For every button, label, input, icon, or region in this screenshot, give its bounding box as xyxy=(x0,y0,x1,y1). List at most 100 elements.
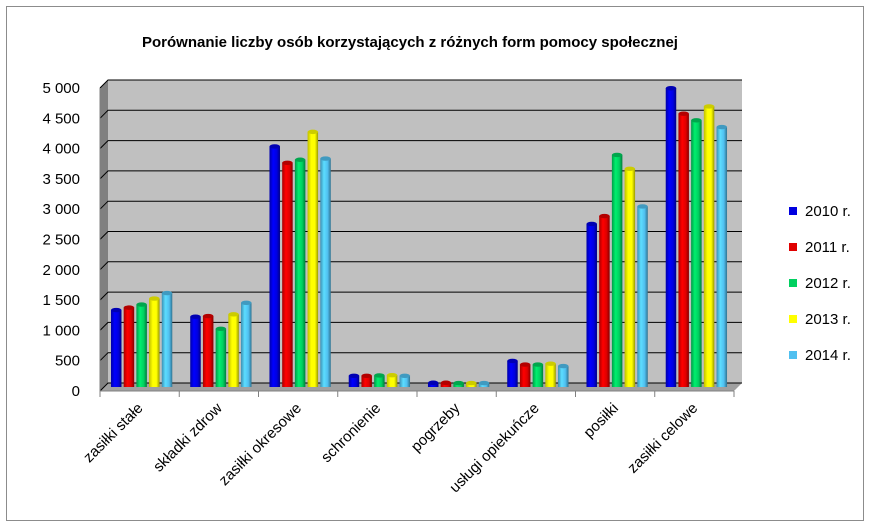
bar xyxy=(374,375,385,387)
y-tick-label: 1 500 xyxy=(42,292,80,309)
bar xyxy=(532,364,544,387)
bar-top xyxy=(532,362,544,367)
plot-floor xyxy=(100,383,742,391)
bar-top xyxy=(466,380,477,386)
bar-top xyxy=(136,302,147,307)
gridline xyxy=(99,352,742,362)
bar-top xyxy=(282,160,293,165)
bar-top xyxy=(599,213,610,219)
bar xyxy=(611,154,623,387)
legend-item-2010: 2010 r. xyxy=(789,193,851,229)
bar-top xyxy=(453,380,464,386)
x-tick-label: schronienie xyxy=(318,400,384,466)
bar xyxy=(282,162,293,387)
bar xyxy=(386,375,398,387)
bar-top xyxy=(361,373,372,378)
legend-item-2012: 2012 r. xyxy=(789,265,851,301)
bar-top xyxy=(202,313,214,319)
bar-top xyxy=(386,372,398,378)
x-tick-label: składki zdrow xyxy=(150,400,226,476)
legend-label-2014: 2014 r. xyxy=(805,346,851,364)
x-tick-label: posiłki xyxy=(580,400,621,441)
bar xyxy=(519,364,531,387)
legend-label-2011: 2011 r. xyxy=(805,238,850,256)
y-tick-label: 2 000 xyxy=(42,262,80,279)
legend-swatch-2010 xyxy=(789,207,797,215)
legend-item-2011: 2011 r. xyxy=(789,229,851,265)
gridline xyxy=(99,200,742,210)
bar xyxy=(190,316,201,387)
bar-top xyxy=(586,221,597,227)
bar-top xyxy=(545,361,556,366)
legend: 2010 r. 2011 r. 2012 r. 2013 r. 2014 r. xyxy=(789,193,851,373)
bar xyxy=(691,120,702,388)
gridline xyxy=(99,382,742,392)
legend-item-2013: 2013 r. xyxy=(789,301,851,337)
y-tick-label: 4 000 xyxy=(42,141,80,158)
bar xyxy=(202,316,214,387)
bar-top xyxy=(678,111,689,116)
y-tick-label: 1 000 xyxy=(42,322,80,339)
y-tick-label: 3 500 xyxy=(42,171,80,188)
bar xyxy=(361,375,372,387)
bar xyxy=(307,131,319,387)
legend-item-2014: 2014 r. xyxy=(789,337,851,373)
bar-top xyxy=(161,290,173,296)
bar-top xyxy=(110,307,122,313)
bar-top xyxy=(703,104,715,109)
bar-top xyxy=(665,86,677,91)
bar xyxy=(123,307,135,387)
legend-label-2010: 2010 r. xyxy=(805,202,851,220)
bar-top xyxy=(215,326,227,332)
bar-top xyxy=(478,380,490,386)
bar xyxy=(665,88,677,387)
bar-top xyxy=(507,358,518,364)
bar-top xyxy=(519,362,531,367)
y-tick-label: 2 500 xyxy=(42,232,80,249)
bar xyxy=(599,216,610,387)
y-tick-label: 500 xyxy=(55,353,80,370)
gridline xyxy=(99,291,742,301)
bar xyxy=(507,360,518,387)
bar-top xyxy=(716,124,728,130)
y-tick-label: 4 500 xyxy=(42,110,80,127)
bar-top xyxy=(241,300,252,305)
legend-label-2013: 2013 r. xyxy=(805,310,851,328)
bar xyxy=(320,158,331,387)
bar xyxy=(558,366,569,387)
bar xyxy=(399,375,411,387)
gridline xyxy=(99,79,742,89)
bar xyxy=(545,363,556,387)
bar-top xyxy=(558,363,569,369)
chart-title: Porównanie liczby osób korzystających z … xyxy=(142,34,678,51)
x-tick-label: zasiłki celowe xyxy=(624,400,701,477)
bar-top xyxy=(228,312,239,317)
bar-top xyxy=(320,156,331,161)
bar xyxy=(294,159,306,387)
legend-label-2012: 2012 r. xyxy=(805,274,851,292)
bar xyxy=(637,206,648,387)
bar xyxy=(161,293,173,387)
bar-top xyxy=(440,380,452,385)
bar-top xyxy=(123,305,135,310)
y-tick-label: 3 000 xyxy=(42,201,80,218)
bar-top xyxy=(399,373,411,378)
bar-top xyxy=(269,144,280,149)
bar xyxy=(586,223,597,387)
bar-top xyxy=(348,373,360,378)
bar-top xyxy=(611,152,623,158)
bar-top xyxy=(374,373,385,378)
legend-swatch-2013 xyxy=(789,315,797,323)
bar xyxy=(228,314,239,387)
bar xyxy=(678,113,689,387)
gridline xyxy=(99,109,742,119)
legend-swatch-2011 xyxy=(789,243,797,251)
x-tick-label: pogrzeby xyxy=(408,399,464,455)
gridline xyxy=(99,231,742,240)
bar-top xyxy=(624,166,636,172)
legend-swatch-2014 xyxy=(789,351,797,359)
bar-top xyxy=(190,314,201,319)
legend-swatch-2012 xyxy=(789,279,797,287)
bar xyxy=(716,127,728,387)
